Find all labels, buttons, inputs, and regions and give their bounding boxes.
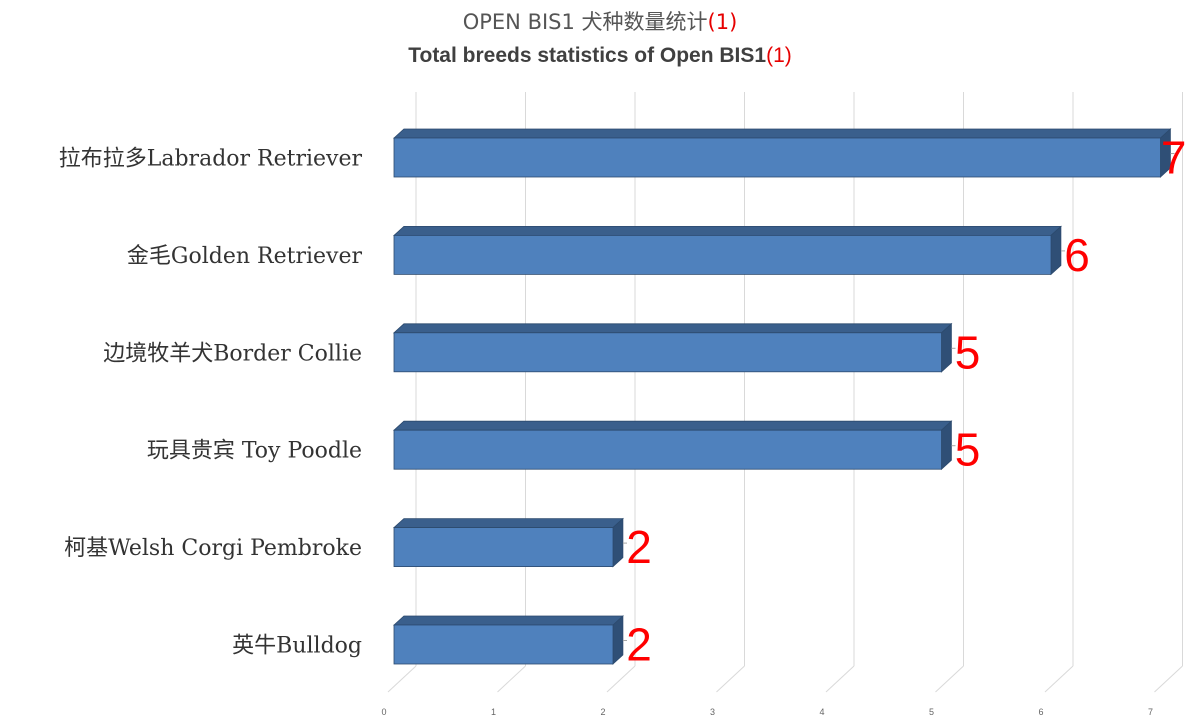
bar-front-face (393, 527, 614, 567)
gridlines (387, 92, 1183, 693)
gridline-floor (497, 665, 526, 693)
bar-front-face (393, 137, 1161, 178)
data-label: 7 (1161, 132, 1187, 184)
bar-side-face (941, 322, 952, 373)
gridline-floor (1044, 665, 1074, 693)
data-label: 5 (955, 326, 981, 378)
chart-title-text: OPEN BIS1 犬种数量统计 (462, 10, 708, 34)
category-label: 金毛Golden Retriever (127, 244, 363, 269)
category-label: 英牛Bulldog (232, 634, 362, 659)
bar-top-face (392, 518, 624, 528)
category-label: 柯基Welsh Corgi Pembroke (64, 536, 362, 561)
x-tick-label: 2 (600, 707, 605, 717)
bar-top-face (392, 225, 1062, 236)
bar-front-face (393, 624, 614, 665)
x-axis-ticks: 0 1 2 3 4 5 6 7 (381, 707, 1153, 717)
bar (392, 128, 1172, 178)
x-tick-label: 0 (381, 707, 386, 717)
data-label: 6 (1064, 229, 1090, 281)
bar-top-face (392, 128, 1172, 139)
x-tick-label: 5 (929, 707, 934, 717)
bar-front-face (393, 234, 1052, 275)
category-labels: 拉布拉多Labrador Retriever 金毛Golden Retriever… (59, 147, 363, 659)
bar-top-face (392, 420, 953, 431)
bar (392, 615, 624, 665)
gridline-floor (935, 665, 964, 693)
category-label: 玩具贵宾 Toy Poodle (147, 439, 362, 464)
bar (392, 225, 1062, 276)
chart-titles: OPEN BIS1 犬种数量统计(1) Total breeds statist… (0, 6, 1200, 72)
category-label: 边境牧羊犬Border Collie (103, 341, 362, 366)
chart-subtitle-text: Total breeds statistics of Open BIS1 (408, 44, 767, 67)
x-tick-label: 1 (491, 707, 496, 717)
x-tick-label: 3 (710, 707, 715, 717)
data-labels: 7 6 5 5 2 2 (622, 132, 1187, 671)
chart-subtitle: Total breeds statistics of Open BIS1(1) (0, 40, 1200, 72)
bar (392, 517, 624, 568)
bar-front-face (393, 429, 942, 470)
gridline-floor (1154, 665, 1183, 693)
bar-side-face (941, 420, 952, 471)
data-label: 5 (955, 424, 981, 476)
chart-title: OPEN BIS1 犬种数量统计(1) (0, 6, 1200, 38)
chart-subtitle-suffix: (1) (766, 44, 792, 67)
gridline-floor (716, 665, 745, 693)
chart-title-suffix: (1) (707, 10, 738, 34)
bar-side-face (612, 615, 624, 665)
data-label: 2 (626, 619, 652, 671)
x-tick-label: 4 (819, 707, 824, 717)
bar-top-face (392, 615, 624, 626)
gridline-floor (387, 665, 417, 693)
bar-front-face (393, 332, 942, 373)
x-tick-label: 6 (1038, 707, 1043, 717)
bar-side-face (612, 517, 624, 568)
bar-side-face (1050, 225, 1062, 276)
bar (392, 420, 953, 471)
bar (392, 322, 953, 373)
data-label: 2 (626, 521, 652, 573)
gridline-floor (825, 665, 855, 693)
bars (392, 128, 1172, 665)
category-label: 拉布拉多Labrador Retriever (59, 147, 363, 172)
gridline-floor (606, 665, 636, 693)
bar-top-face (392, 323, 953, 334)
x-tick-label: 7 (1148, 707, 1153, 717)
